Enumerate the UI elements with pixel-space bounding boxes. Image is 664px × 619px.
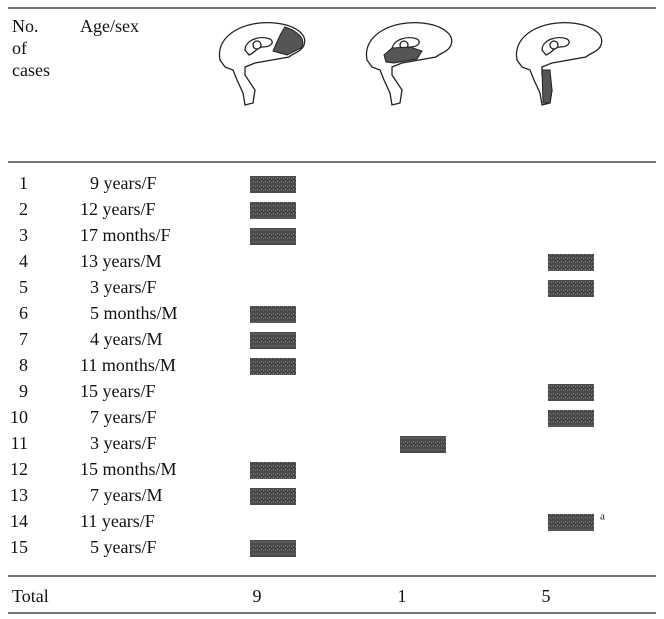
age-sex: 11 years/F	[80, 511, 155, 531]
age-sex: 15 years/F	[80, 381, 156, 401]
site-mark	[400, 436, 446, 453]
site-mark	[250, 462, 296, 479]
diagram-3	[516, 23, 601, 105]
case-number: 5	[19, 277, 28, 297]
total-label: Total	[12, 586, 49, 606]
age-sex: 15 months/M	[80, 459, 177, 479]
case-number: 6	[19, 303, 28, 323]
age-sex: 7 years/M	[90, 485, 162, 505]
site-mark	[250, 306, 296, 323]
case-number: 15	[10, 537, 28, 557]
site-mark	[250, 202, 296, 219]
case-number: 2	[19, 199, 28, 219]
total-value: 1	[398, 586, 407, 606]
site-mark	[250, 332, 296, 349]
case-number: 3	[19, 225, 28, 245]
case-number: 9	[19, 381, 28, 401]
footnote-marker: a	[600, 511, 605, 523]
age-sex: 3 years/F	[90, 433, 157, 453]
case-number: 10	[10, 407, 28, 427]
site-mark	[250, 176, 296, 193]
age-sex: 4 years/M	[90, 329, 162, 349]
age-sex: 5 years/F	[90, 537, 157, 557]
case-number: 12	[10, 459, 28, 479]
table-body: 1 9 years/F 2 12 years/F 3 17 months/F 4 13 yea…	[10, 173, 605, 557]
site-mark	[548, 280, 594, 297]
table-page: No.ofcases Age/sex 1 9 years/F 2 12 years/F…	[0, 0, 664, 614]
diagram-2	[366, 23, 451, 105]
site-mark	[250, 540, 296, 557]
site-mark	[548, 410, 594, 427]
case-number: 14	[10, 511, 28, 531]
total-value: 5	[542, 586, 551, 606]
total-value: 9	[253, 586, 262, 606]
site-mark	[250, 358, 296, 375]
case-number: 7	[19, 329, 28, 349]
age-sex: 17 months/F	[80, 225, 171, 245]
age-sex: 13 years/M	[80, 251, 161, 271]
age-sex: 3 years/F	[90, 277, 157, 297]
header-age-sex: Age/sex	[80, 16, 139, 36]
site-mark	[250, 228, 296, 245]
age-sex: 5 months/M	[90, 303, 178, 323]
site-mark	[548, 254, 594, 271]
age-sex: 7 years/F	[90, 407, 157, 427]
site-mark	[548, 384, 594, 401]
age-sex: 9 years/F	[90, 173, 157, 193]
case-number: 8	[19, 355, 28, 375]
case-number: 13	[10, 485, 28, 505]
site-mark	[250, 488, 296, 505]
case-number: 1	[19, 173, 28, 193]
site-mark	[548, 514, 594, 531]
diagram-1	[219, 23, 304, 105]
age-sex: 11 months/M	[80, 355, 176, 375]
age-sex: 12 years/F	[80, 199, 156, 219]
case-number: 4	[19, 251, 28, 271]
case-number: 11	[11, 433, 28, 453]
